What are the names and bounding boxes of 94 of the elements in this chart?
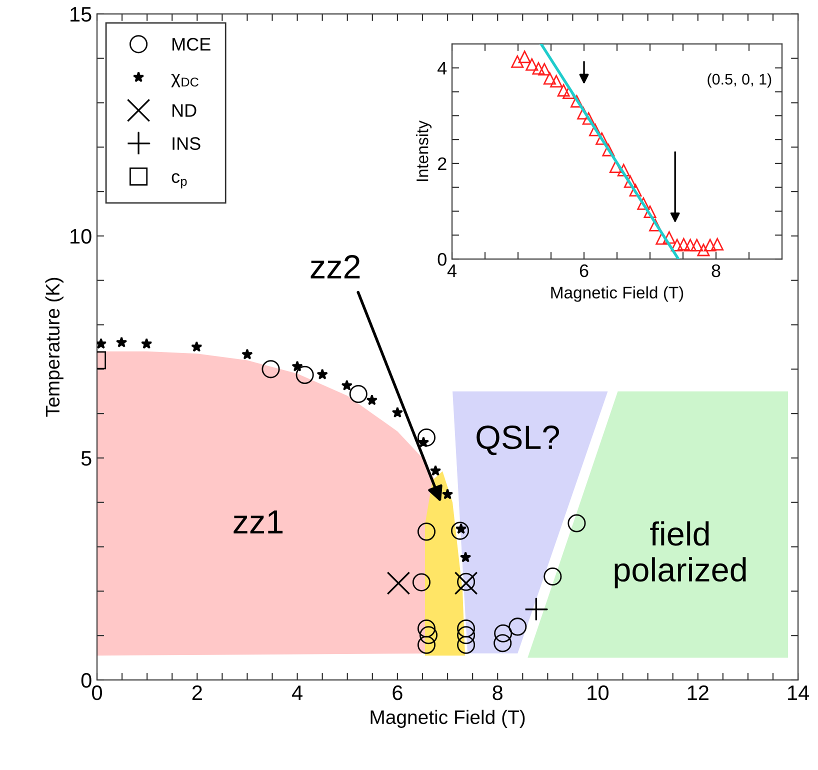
point xyxy=(457,626,476,644)
point xyxy=(677,238,690,250)
annotation: zz1 xyxy=(234,510,283,534)
point xyxy=(262,360,280,378)
point xyxy=(140,338,152,349)
point xyxy=(637,197,650,210)
point xyxy=(690,238,704,252)
point xyxy=(508,618,527,636)
point xyxy=(412,573,431,592)
x-tick-label: 6 xyxy=(580,264,588,278)
point xyxy=(457,619,476,638)
y-tick-label: 10 xyxy=(70,228,92,244)
x-tick-label: 4 xyxy=(292,686,302,700)
y-axis-title: Intensity xyxy=(416,120,432,181)
point xyxy=(704,238,716,252)
legend-label: c$_{p}$ xyxy=(172,173,187,188)
x-tick-label: 12 xyxy=(688,685,708,700)
point xyxy=(602,144,615,156)
x-tick-label: 6 xyxy=(392,685,402,700)
point xyxy=(451,522,470,540)
point xyxy=(442,488,454,500)
legend-label: χ$_{DC}$ xyxy=(171,74,198,88)
point xyxy=(417,428,436,447)
point xyxy=(644,205,656,218)
point xyxy=(518,50,531,64)
point xyxy=(524,598,548,622)
point xyxy=(617,164,630,176)
x-tick-label: 14 xyxy=(788,686,810,700)
point xyxy=(532,62,545,75)
point xyxy=(511,55,524,68)
annotation: field polarized xyxy=(614,521,746,588)
point xyxy=(316,368,328,380)
point xyxy=(457,572,476,591)
y-tick-label: 2 xyxy=(438,157,446,170)
point xyxy=(538,63,551,76)
point xyxy=(392,406,404,418)
point xyxy=(494,634,512,652)
x-axis-title: Magnetic Field (T) xyxy=(370,710,525,728)
point xyxy=(341,380,352,390)
point xyxy=(582,112,595,125)
legend-label: MCE xyxy=(172,38,210,51)
point xyxy=(494,624,512,642)
y-tick-label: 0 xyxy=(438,252,446,266)
annotation: zz2 xyxy=(310,255,360,278)
point xyxy=(557,84,570,97)
point xyxy=(457,636,476,654)
legend-label: ND xyxy=(172,104,196,117)
x-tick-label: 8 xyxy=(712,264,720,278)
x-tick-label: 4 xyxy=(447,264,457,277)
point xyxy=(662,231,676,244)
point xyxy=(570,95,584,108)
y-axis-title: Temperature (K) xyxy=(45,278,64,417)
point xyxy=(596,132,608,145)
point xyxy=(296,366,314,384)
x-tick-label: 10 xyxy=(588,685,609,700)
point xyxy=(191,341,202,352)
y-tick-label: 4 xyxy=(438,62,447,74)
point xyxy=(670,238,684,252)
y-tick-label: 5 xyxy=(81,451,92,466)
x-tick-label: 0 xyxy=(92,685,102,700)
point xyxy=(460,552,472,562)
point xyxy=(366,394,378,406)
x-axis-title: Magnetic Field (T) xyxy=(551,286,684,302)
point xyxy=(417,619,436,638)
point xyxy=(684,238,697,252)
x-tick-label: 8 xyxy=(492,685,502,700)
x-tick-label: 2 xyxy=(192,685,202,700)
point xyxy=(609,160,622,174)
point xyxy=(624,175,636,188)
point xyxy=(242,348,253,360)
point xyxy=(697,244,710,256)
legend-label: INS xyxy=(172,137,200,150)
annotation: QSL? xyxy=(476,426,560,456)
point xyxy=(386,572,410,595)
point xyxy=(550,74,563,88)
point xyxy=(292,360,303,372)
point xyxy=(417,522,436,541)
point xyxy=(417,636,436,654)
point xyxy=(454,572,478,595)
point xyxy=(649,218,662,232)
point xyxy=(629,184,642,196)
point xyxy=(588,124,602,136)
point xyxy=(568,514,586,532)
annotation: (0.5, 0, 1) xyxy=(708,73,772,88)
point xyxy=(419,626,438,644)
point xyxy=(711,238,724,250)
point xyxy=(543,72,556,85)
point xyxy=(116,336,128,348)
point xyxy=(526,58,538,71)
point xyxy=(430,465,442,476)
point xyxy=(349,385,368,404)
y-tick-label: 15 xyxy=(70,7,92,22)
point xyxy=(544,568,562,586)
y-tick-label: 0 xyxy=(81,672,92,688)
